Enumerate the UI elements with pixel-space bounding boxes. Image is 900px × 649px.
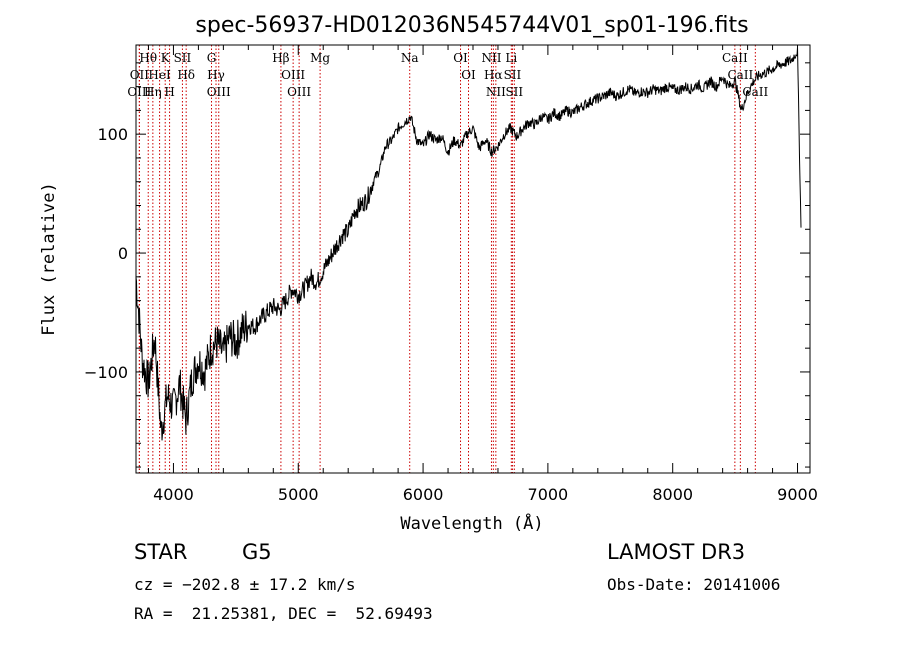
spectral-line-label: NII <box>486 85 506 99</box>
spectral-line-label: OI <box>453 51 468 65</box>
spectral-line-label: H <box>164 85 174 99</box>
spectral-line-label: NII <box>481 51 501 65</box>
spectral-line-label: OII <box>130 68 150 82</box>
observation-date: Obs-Date: 20141006 <box>607 575 781 594</box>
chart-title: spec-56937-HD012036N545744V01_sp01-196.f… <box>195 13 748 38</box>
spectral-line-labels: HθOIIOIIIHηHeIKHSIIHδGHγOIIIHβOIIIOIIIMg… <box>127 51 768 99</box>
spectral-line-label: SII <box>505 85 523 99</box>
y-tick-label: 100 <box>97 125 128 144</box>
spectral-line-label: Hδ <box>177 68 195 82</box>
spectral-line-label: G <box>207 51 217 65</box>
spectral-line-label: OIII <box>127 85 151 99</box>
x-tick-label: 4000 <box>153 485 194 504</box>
x-axis-label: Wavelength (Å) <box>400 512 543 534</box>
x-tick-label: 5000 <box>278 485 319 504</box>
spectral-line-label: Hβ <box>272 51 289 65</box>
spectral-line-label: Mg <box>310 51 330 65</box>
spectral-subclass: G5 <box>242 540 272 564</box>
spectral-line-label: Na <box>401 51 419 65</box>
spectral-line-label: CaII <box>742 85 768 99</box>
y-tick-label: 0 <box>118 244 128 263</box>
spectral-line-label: K <box>161 51 171 65</box>
y-axis-ticks: −100 0 100 <box>84 62 810 468</box>
survey-name: LAMOST DR3 <box>607 540 746 564</box>
x-tick-label: 8000 <box>652 485 693 504</box>
redshift-velocity: cz = −202.8 ± 17.2 km/s <box>134 575 356 594</box>
y-axis-label: Flux (relative) <box>39 182 59 336</box>
sky-coordinates: RA = 21.25381, DEC = 52.69493 <box>134 604 433 623</box>
spectral-line-label: OIII <box>281 68 305 82</box>
spectral-line-label: SII <box>504 68 522 82</box>
spectral-line-label: CaII <box>722 51 748 65</box>
flux-series-line <box>135 47 802 441</box>
spectral-line-label: Hθ <box>139 51 157 65</box>
x-tick-label: 7000 <box>528 485 569 504</box>
spectral-line-label: Hγ <box>207 68 225 82</box>
spectral-line-label: Hη <box>144 85 162 99</box>
x-tick-label: 9000 <box>777 485 818 504</box>
x-tick-label: 6000 <box>403 485 444 504</box>
spectral-line-markers <box>138 45 756 473</box>
object-class: STAR <box>134 540 188 564</box>
spectral-line-label: SII <box>174 51 192 65</box>
y-tick-label: −100 <box>84 363 128 382</box>
x-axis-ticks: 4000 5000 6000 7000 8000 9000 <box>147 45 818 504</box>
spectral-line-label: HeI <box>148 68 171 82</box>
spectral-line-label: OIII <box>207 85 231 99</box>
spectral-line-label: Li <box>505 51 517 65</box>
spectral-line-label: OI <box>461 68 476 82</box>
spectral-line-label: Hα <box>484 68 503 82</box>
plot-frame <box>135 44 811 474</box>
spectral-line-label: OIII <box>287 85 311 99</box>
spectral-line-label: CaII <box>727 68 753 82</box>
